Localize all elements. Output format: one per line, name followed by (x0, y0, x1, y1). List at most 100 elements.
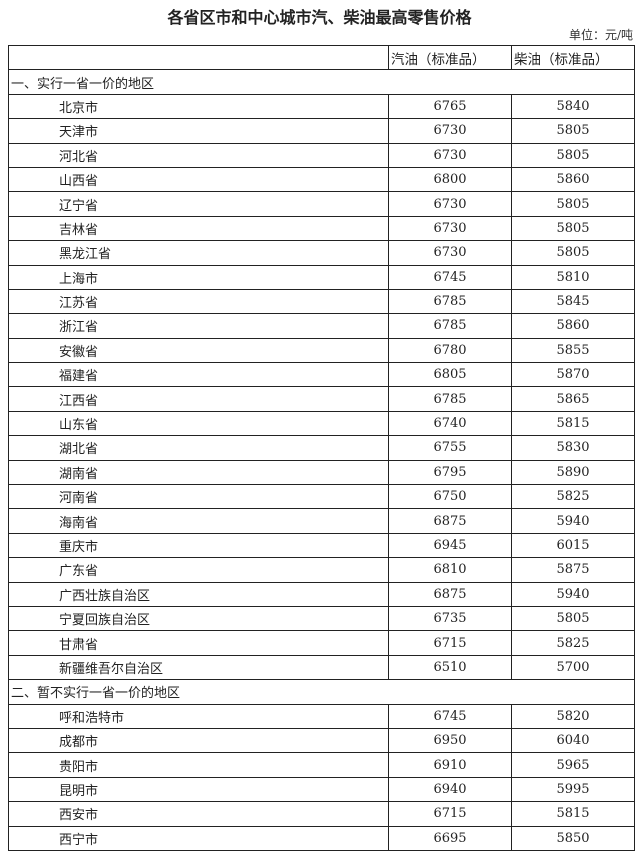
table-row: 重庆市 6945 6015 (8, 532, 635, 559)
gasoline-price: 6780 (388, 337, 512, 364)
diesel-price: 5940 (511, 508, 635, 534)
table-row: 贵阳市 6910 5965 (8, 752, 635, 778)
diesel-price: 5860 (511, 313, 635, 339)
region-name: 河北省 (8, 142, 389, 168)
gasoline-price: 6730 (388, 191, 512, 217)
header-region (8, 44, 389, 71)
gasoline-price: 6510 (388, 654, 512, 681)
diesel-price: 5805 (511, 142, 635, 168)
section-row: 二、暂不实行一省一价的地区 (8, 679, 635, 705)
region-name: 吉林省 (8, 215, 389, 242)
diesel-price: 5870 (511, 362, 635, 388)
gasoline-price: 6785 (388, 386, 512, 412)
diesel-price: 5815 (511, 410, 635, 437)
diesel-price: 5940 (511, 581, 635, 607)
diesel-price: 5810 (511, 264, 635, 290)
gasoline-price: 6805 (388, 362, 512, 388)
diesel-price: 5845 (511, 288, 635, 315)
diesel-price: 5805 (511, 240, 635, 266)
gasoline-price: 6910 (388, 752, 512, 778)
diesel-price: 5805 (511, 118, 635, 144)
table-row: 广东省 6810 5875 (8, 557, 635, 583)
diesel-price: 5830 (511, 435, 635, 461)
region-name: 浙江省 (8, 313, 389, 339)
header-gasoline: 汽油（标准品） (388, 44, 512, 71)
unit-label: 单位：元/吨 (568, 28, 633, 42)
region-name: 江西省 (8, 386, 389, 412)
diesel-price: 5825 (511, 484, 635, 510)
region-name: 福建省 (8, 362, 389, 388)
gasoline-price: 6785 (388, 288, 512, 315)
diesel-price: 5860 (511, 166, 635, 193)
gasoline-price: 6730 (388, 215, 512, 242)
region-name: 天津市 (8, 118, 389, 144)
section-row: 一、实行一省一价的地区 (8, 69, 635, 95)
diesel-price: 5855 (511, 337, 635, 364)
region-name: 山东省 (8, 410, 389, 437)
gasoline-price: 6755 (388, 435, 512, 461)
region-name: 辽宁省 (8, 191, 389, 217)
table-row: 湖南省 6795 5890 (8, 459, 635, 486)
diesel-price: 5820 (511, 703, 635, 729)
gasoline-price: 6730 (388, 118, 512, 144)
table-row: 河北省 6730 5805 (8, 142, 635, 168)
region-name: 北京市 (8, 93, 389, 120)
table-row: 海南省 6875 5940 (8, 508, 635, 534)
region-name: 上海市 (8, 264, 389, 290)
region-name: 广西壮族自治区 (8, 581, 389, 607)
table-row: 上海市 6745 5810 (8, 264, 635, 290)
region-name: 河南省 (8, 484, 389, 510)
gasoline-price: 6795 (388, 459, 512, 486)
region-name: 贵阳市 (8, 752, 389, 778)
region-name: 山西省 (8, 166, 389, 193)
gasoline-price: 6875 (388, 581, 512, 607)
table-row: 甘肃省 6715 5825 (8, 630, 635, 656)
region-name: 昆明市 (8, 776, 389, 803)
page-title: 各省区市和中心城市汽、柴油最高零售价格 (167, 8, 472, 27)
diesel-price: 5815 (511, 801, 635, 827)
region-name: 西宁市 (8, 825, 389, 851)
gasoline-price: 6695 (388, 825, 512, 851)
region-name: 成都市 (8, 727, 389, 754)
header-row: 汽油（标准品） 柴油（标准品） (8, 44, 635, 71)
diesel-price: 6015 (511, 532, 635, 559)
gasoline-price: 6730 (388, 240, 512, 266)
table-row: 湖北省 6755 5830 (8, 435, 635, 461)
diesel-price: 5825 (511, 630, 635, 656)
region-name: 重庆市 (8, 532, 389, 559)
diesel-price: 5840 (511, 93, 635, 120)
table-row: 安徽省 6780 5855 (8, 337, 635, 364)
table-row: 江苏省 6785 5845 (8, 288, 635, 315)
region-name: 宁夏回族自治区 (8, 605, 389, 632)
gasoline-price: 6715 (388, 801, 512, 827)
region-name: 西安市 (8, 801, 389, 827)
gasoline-price: 6750 (388, 484, 512, 510)
region-name: 黑龙江省 (8, 240, 389, 266)
section-label: 一、实行一省一价的地区 (8, 69, 635, 95)
diesel-price: 5700 (511, 654, 635, 681)
table-row: 吉林省 6730 5805 (8, 215, 635, 242)
table-row: 天津市 6730 5805 (8, 118, 635, 144)
region-name: 新疆维吾尔自治区 (8, 654, 389, 681)
diesel-price: 5850 (511, 825, 635, 851)
region-name: 江苏省 (8, 288, 389, 315)
region-name: 海南省 (8, 508, 389, 534)
gasoline-price: 6735 (388, 605, 512, 632)
table-row: 成都市 6950 6040 (8, 727, 635, 754)
diesel-price: 5995 (511, 776, 635, 803)
diesel-price: 5965 (511, 752, 635, 778)
gasoline-price: 6765 (388, 93, 512, 120)
table-row: 黑龙江省 6730 5805 (8, 240, 635, 266)
gasoline-price: 6745 (388, 703, 512, 729)
region-name: 呼和浩特市 (8, 703, 389, 729)
region-name: 湖南省 (8, 459, 389, 486)
diesel-price: 5875 (511, 557, 635, 583)
region-name: 安徽省 (8, 337, 389, 364)
gasoline-price: 6810 (388, 557, 512, 583)
region-name: 甘肃省 (8, 630, 389, 656)
region-name: 广东省 (8, 557, 389, 583)
gasoline-price: 6945 (388, 532, 512, 559)
table-row: 北京市 6765 5840 (8, 93, 635, 120)
table-row: 江西省 6785 5865 (8, 386, 635, 412)
diesel-price: 6040 (511, 727, 635, 754)
